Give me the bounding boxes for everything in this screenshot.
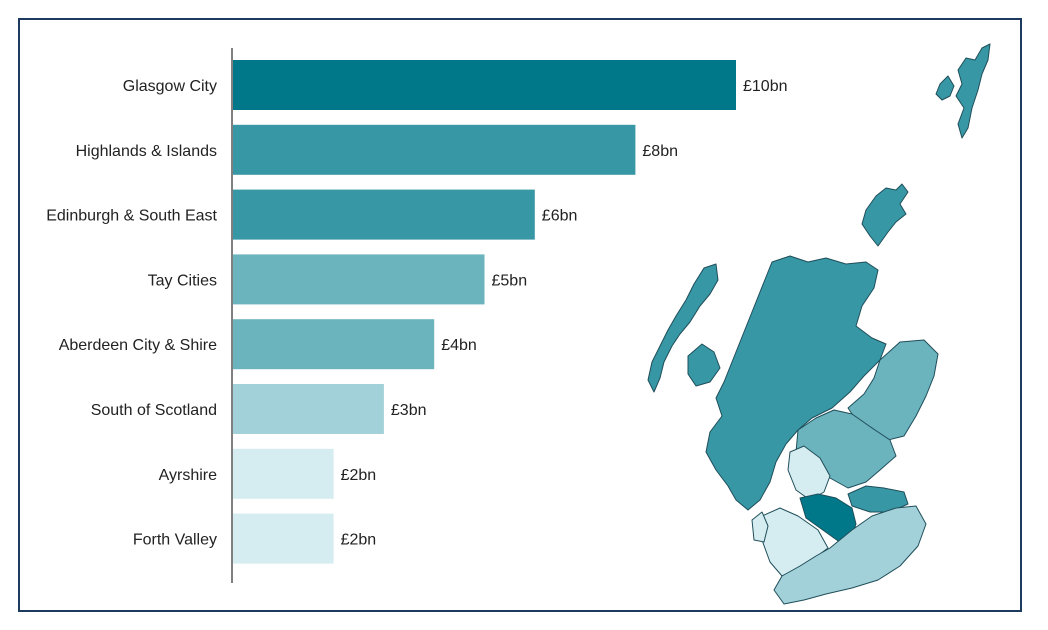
bar-south-of-scotland (233, 384, 384, 434)
category-label-edinburgh-and-south-east: Edinburgh & South East (46, 208, 217, 225)
map-shetland-west (935, 75, 955, 101)
bar-glasgow-city (233, 60, 736, 110)
value-label-ayrshire: £2bn (341, 467, 377, 484)
category-label-highlands-and-islands: Highlands & Islands (76, 143, 217, 160)
map-south-of-scotland (773, 505, 927, 605)
bar-aberdeen-city-and-shire (233, 319, 435, 370)
map-aberdeen-shire (847, 339, 939, 441)
map-outer-hebrides (647, 263, 719, 393)
value-label-aberdeen-city-and-shire: £4bn (441, 337, 477, 354)
map-forth-valley (787, 445, 831, 501)
bar-highlands-and-islands (233, 124, 636, 175)
bar-edinburgh-and-south-east (233, 189, 535, 240)
category-label-tay-cities: Tay Cities (148, 272, 217, 289)
bar-forth-valley (233, 513, 334, 564)
value-label-glasgow-city: £10bn (743, 78, 788, 95)
value-label-tay-cities: £5bn (492, 272, 528, 289)
value-label-highlands-and-islands: £8bn (642, 143, 678, 160)
bars-group: Glasgow City £10bn Highlands & Islands £8bn… (46, 60, 788, 564)
category-label-glasgow-city: Glasgow City (123, 78, 217, 95)
value-label-edinburgh-and-south-east: £6bn (542, 208, 578, 225)
value-label-forth-valley: £2bn (341, 532, 377, 549)
map-arran (751, 511, 769, 543)
map-edinburgh-south-east (847, 485, 909, 513)
value-label-south-of-scotland: £3bn (391, 402, 427, 419)
bar-tay-cities (233, 254, 485, 305)
category-label-ayrshire: Ayrshire (159, 467, 217, 484)
map-shetland (955, 43, 991, 139)
category-label-aberdeen-city-and-shire: Aberdeen City & Shire (59, 337, 217, 354)
category-label-south-of-scotland: South of Scotland (91, 402, 217, 419)
map-highlands-islands (705, 255, 887, 511)
map-skye (687, 343, 721, 387)
bar-ayrshire (233, 448, 334, 499)
map-orkney (861, 183, 909, 247)
category-label-forth-valley: Forth Valley (133, 532, 217, 549)
